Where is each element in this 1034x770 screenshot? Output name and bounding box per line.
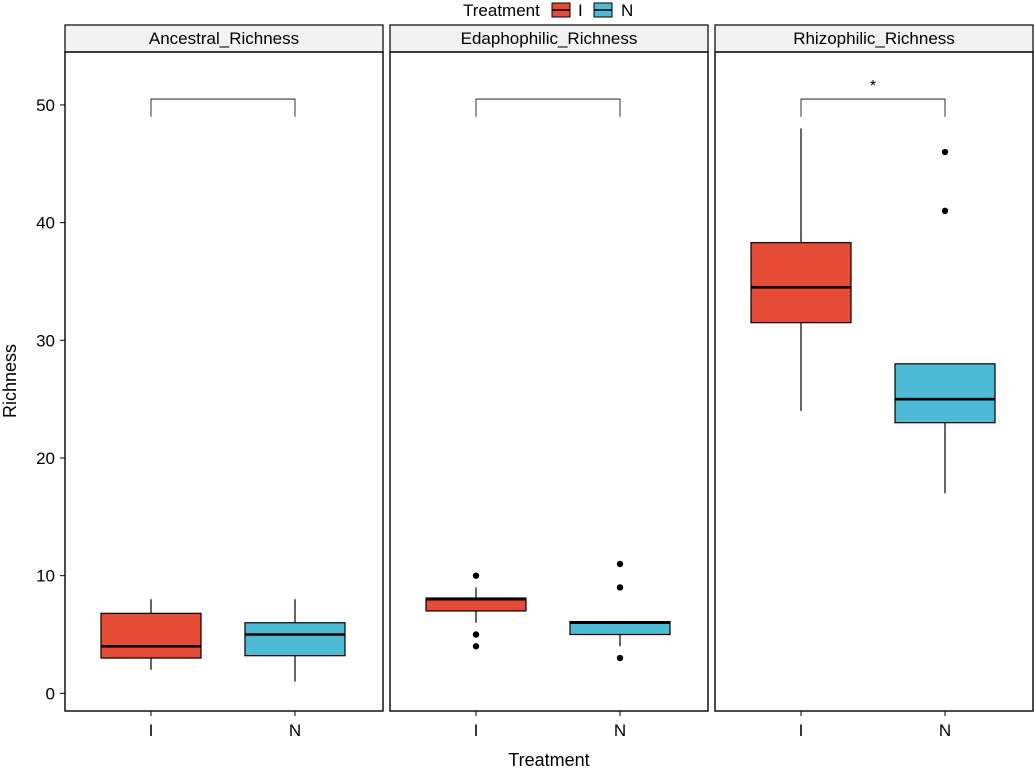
outlier-point	[616, 584, 624, 591]
x-tick-label: I	[149, 721, 154, 740]
x-tick-label: I	[799, 721, 804, 740]
y-axis-title: Richness	[0, 344, 20, 418]
y-tick-label: 50	[36, 96, 55, 115]
y-tick-label: 10	[36, 567, 55, 586]
outlier-point	[472, 631, 480, 638]
panel-3: Rhizophilic_Richness * I N	[714, 24, 1034, 740]
legend-key-i	[551, 2, 571, 18]
panel-1: Ancestral_Richness I N	[64, 24, 384, 740]
y-axis: 0 10 20 30 40 50	[36, 96, 65, 703]
box-n	[894, 148, 996, 494]
x-tick-label: I	[474, 721, 479, 740]
panel-strip-title: Ancestral_Richness	[149, 29, 299, 48]
panel-border	[714, 51, 1034, 712]
outlier-point	[941, 207, 949, 215]
outlier-point	[472, 643, 480, 650]
box-i	[750, 128, 852, 411]
significance-bracket	[800, 98, 946, 117]
legend: Treatment I N	[463, 1, 633, 20]
legend-title: Treatment	[463, 1, 540, 20]
panel-2: Edaphophilic_Richness I N	[389, 24, 709, 740]
outlier-point	[472, 572, 480, 579]
box-i	[425, 572, 527, 650]
panel-border	[389, 51, 709, 712]
box-n	[244, 599, 346, 682]
outlier-point	[941, 148, 949, 156]
box-body	[100, 612, 202, 659]
panel-strip-title: Edaphophilic_Richness	[461, 29, 638, 48]
legend-key-n	[593, 2, 613, 18]
box-body	[244, 622, 346, 657]
x-axis-title: Treatment	[508, 750, 589, 770]
legend-label-i: I	[578, 1, 583, 20]
panel-strip	[714, 24, 1034, 53]
x-tick-label: N	[939, 721, 951, 740]
significance-label: *	[870, 78, 876, 95]
panel-strip-title: Rhizophilic_Richness	[793, 29, 955, 48]
y-tick-label: 40	[36, 214, 55, 233]
y-tick-label: 30	[36, 331, 55, 350]
y-tick-label: 0	[46, 684, 55, 703]
panel-border	[64, 51, 384, 712]
significance-bracket	[150, 98, 296, 117]
x-tick-label: N	[289, 721, 301, 740]
x-tick-label: N	[614, 721, 626, 740]
outlier-point	[616, 654, 624, 662]
significance-bracket	[475, 98, 621, 117]
box-i	[100, 599, 202, 670]
legend-label-n: N	[621, 1, 633, 20]
y-tick-label: 20	[36, 449, 55, 468]
outlier-point	[616, 560, 624, 568]
box-body	[894, 363, 996, 424]
box-n	[569, 560, 671, 662]
box-body	[750, 242, 852, 324]
